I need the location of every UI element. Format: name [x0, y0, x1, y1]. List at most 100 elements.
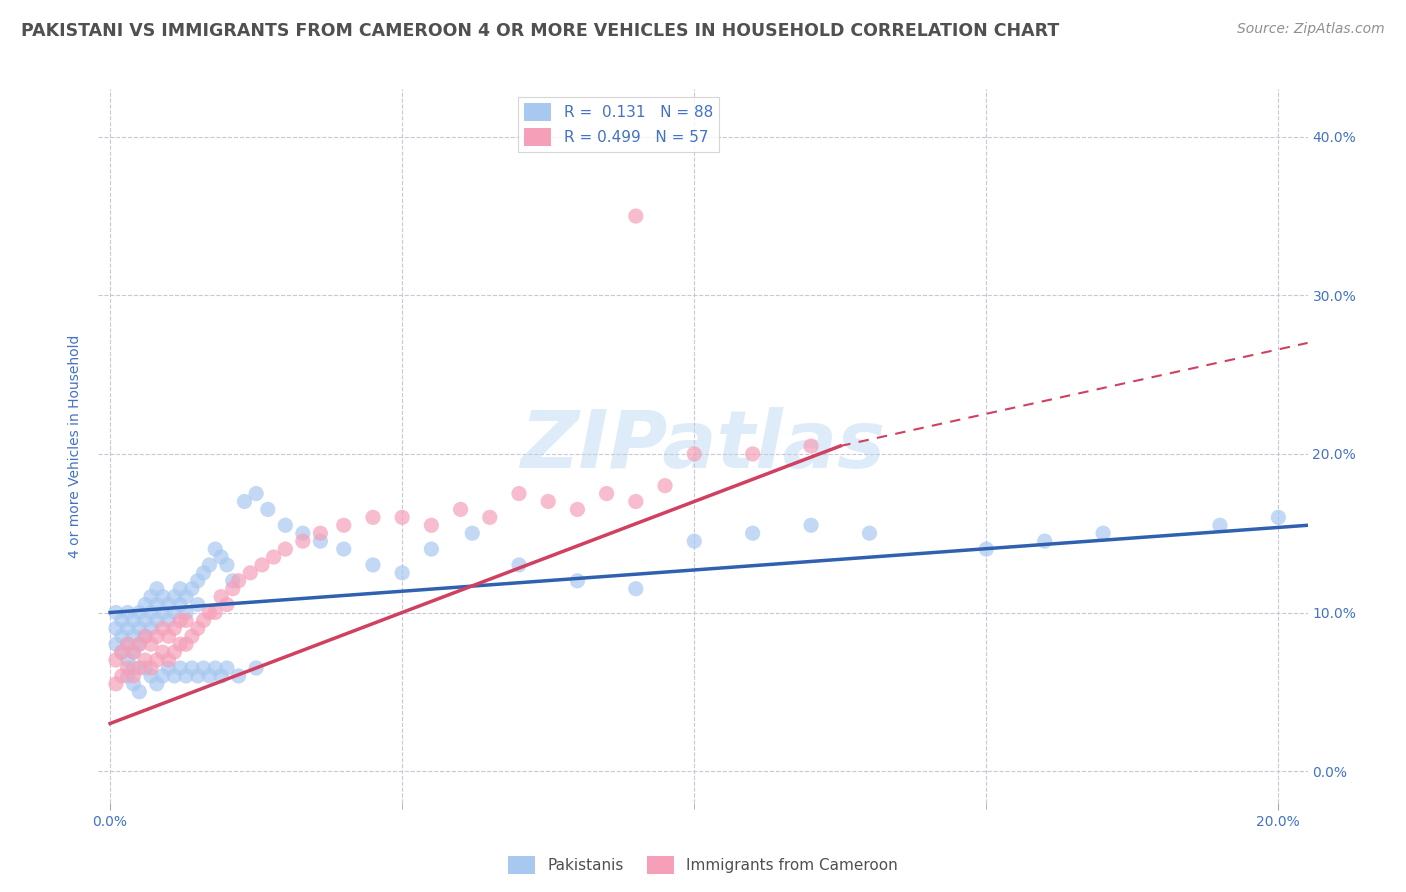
Point: [111, 669, 134, 683]
Point: [245, 661, 267, 675]
Point: [180, 582, 202, 596]
Point: [450, 502, 472, 516]
Point: [1209, 518, 1232, 533]
Point: [139, 661, 162, 675]
Point: [139, 606, 162, 620]
Point: [215, 558, 238, 572]
Point: [163, 621, 186, 635]
Point: [111, 645, 134, 659]
Point: [157, 653, 180, 667]
Point: [291, 526, 314, 541]
Point: [204, 606, 226, 620]
Point: [209, 590, 232, 604]
Point: [332, 542, 354, 557]
Legend: R =  0.131   N = 88, R = 0.499   N = 57: R = 0.131 N = 88, R = 0.499 N = 57: [517, 97, 718, 152]
Point: [117, 637, 139, 651]
Point: [122, 669, 145, 683]
Point: [146, 629, 169, 643]
Point: [420, 518, 443, 533]
Point: [204, 661, 226, 675]
Point: [683, 534, 706, 549]
Point: [122, 614, 145, 628]
Point: [139, 669, 162, 683]
Point: [128, 606, 150, 620]
Point: [478, 510, 501, 524]
Point: [111, 645, 134, 659]
Point: [104, 621, 127, 635]
Point: [134, 629, 156, 643]
Point: [204, 542, 226, 557]
Point: [228, 574, 250, 588]
Point: [233, 494, 256, 508]
Point: [193, 614, 215, 628]
Point: [180, 629, 202, 643]
Point: [215, 661, 238, 675]
Point: [117, 637, 139, 651]
Point: [117, 653, 139, 667]
Point: [291, 534, 314, 549]
Point: [174, 590, 197, 604]
Point: [139, 637, 162, 651]
Point: [152, 606, 174, 620]
Point: [222, 574, 245, 588]
Point: [139, 590, 162, 604]
Point: [169, 582, 191, 596]
Point: [187, 574, 209, 588]
Point: [420, 542, 443, 557]
Point: [157, 629, 180, 643]
Point: [508, 558, 530, 572]
Point: [169, 661, 191, 675]
Point: [128, 685, 150, 699]
Point: [146, 653, 169, 667]
Point: [209, 549, 232, 564]
Point: [122, 645, 145, 659]
Point: [169, 637, 191, 651]
Point: [174, 606, 197, 620]
Point: [741, 447, 763, 461]
Point: [128, 621, 150, 635]
Point: [187, 621, 209, 635]
Y-axis label: 4 or more Vehicles in Household: 4 or more Vehicles in Household: [69, 334, 83, 558]
Point: [624, 209, 647, 223]
Point: [117, 621, 139, 635]
Point: [134, 614, 156, 628]
Point: [309, 526, 332, 541]
Point: [263, 549, 285, 564]
Point: [104, 677, 127, 691]
Point: [274, 542, 297, 557]
Point: [174, 669, 197, 683]
Point: [169, 598, 191, 612]
Point: [187, 598, 209, 612]
Point: [180, 661, 202, 675]
Point: [128, 661, 150, 675]
Point: [157, 598, 180, 612]
Point: [198, 669, 221, 683]
Point: [122, 661, 145, 675]
Point: [134, 653, 156, 667]
Point: [111, 614, 134, 628]
Point: [198, 606, 221, 620]
Point: [122, 645, 145, 659]
Point: [1267, 510, 1289, 524]
Point: [250, 558, 273, 572]
Point: [163, 669, 186, 683]
Point: [624, 582, 647, 596]
Point: [128, 637, 150, 651]
Point: [163, 606, 186, 620]
Point: [309, 534, 332, 549]
Text: PAKISTANI VS IMMIGRANTS FROM CAMEROON 4 OR MORE VEHICLES IN HOUSEHOLD CORRELATIO: PAKISTANI VS IMMIGRANTS FROM CAMEROON 4 …: [21, 22, 1059, 40]
Point: [117, 669, 139, 683]
Point: [193, 661, 215, 675]
Point: [139, 621, 162, 635]
Point: [1092, 526, 1115, 541]
Point: [461, 526, 484, 541]
Point: [391, 510, 413, 524]
Point: [157, 614, 180, 628]
Point: [274, 518, 297, 533]
Point: [537, 494, 560, 508]
Point: [163, 645, 186, 659]
Point: [152, 669, 174, 683]
Point: [134, 598, 156, 612]
Point: [152, 590, 174, 604]
Point: [111, 629, 134, 643]
